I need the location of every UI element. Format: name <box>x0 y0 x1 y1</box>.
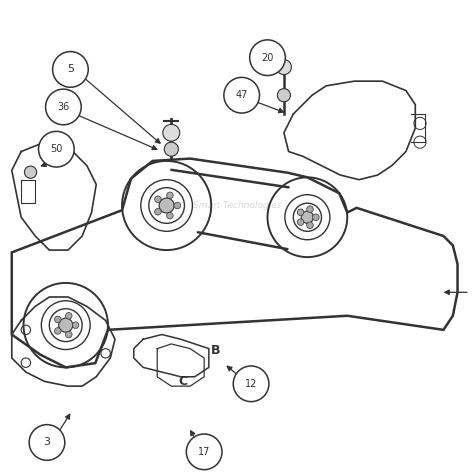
Text: 12: 12 <box>245 379 257 389</box>
Text: 20: 20 <box>261 53 273 63</box>
Circle shape <box>224 77 260 113</box>
Text: Smart Technologies: Smart Technologies <box>193 201 281 210</box>
Circle shape <box>307 206 313 212</box>
Circle shape <box>297 209 304 216</box>
Text: 47: 47 <box>236 90 248 100</box>
Circle shape <box>53 51 88 87</box>
Circle shape <box>55 316 61 323</box>
Text: C: C <box>179 375 188 388</box>
Circle shape <box>29 425 65 460</box>
Text: 3: 3 <box>44 438 50 447</box>
Circle shape <box>46 89 81 125</box>
Circle shape <box>59 318 73 332</box>
Circle shape <box>277 89 291 102</box>
Text: 5: 5 <box>67 64 74 75</box>
Circle shape <box>38 131 74 167</box>
Circle shape <box>65 331 72 338</box>
Circle shape <box>155 209 161 215</box>
Circle shape <box>167 212 173 219</box>
Circle shape <box>163 124 180 141</box>
Circle shape <box>233 366 269 402</box>
Text: 50: 50 <box>50 144 63 154</box>
Circle shape <box>174 202 181 209</box>
Circle shape <box>297 219 304 226</box>
Circle shape <box>250 40 285 76</box>
Circle shape <box>186 434 222 470</box>
Circle shape <box>301 211 313 223</box>
Circle shape <box>155 196 161 202</box>
Circle shape <box>312 214 319 220</box>
Text: B: B <box>211 345 220 357</box>
Circle shape <box>73 322 79 329</box>
Circle shape <box>167 192 173 199</box>
Circle shape <box>65 312 72 319</box>
Circle shape <box>159 198 174 213</box>
Circle shape <box>307 222 313 228</box>
Circle shape <box>25 166 36 178</box>
Text: 17: 17 <box>198 447 210 457</box>
Circle shape <box>276 59 292 75</box>
Text: 36: 36 <box>57 102 70 112</box>
Circle shape <box>164 142 178 156</box>
Circle shape <box>55 328 61 334</box>
